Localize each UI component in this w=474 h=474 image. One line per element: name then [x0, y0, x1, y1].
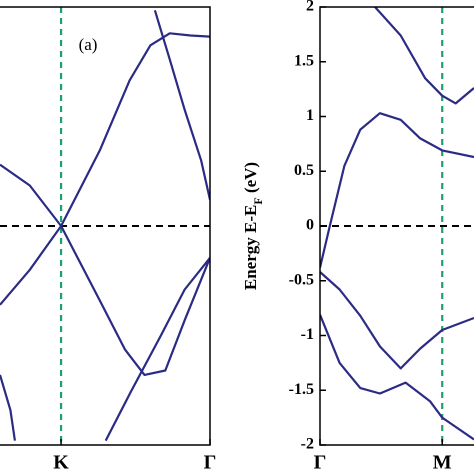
band-line	[320, 112, 474, 268]
band-line	[0, 163, 210, 376]
x-tick-label: Γ	[204, 452, 217, 474]
band-line	[320, 271, 474, 370]
y-tick-label: 0.5	[294, 162, 314, 179]
band-line	[320, 314, 474, 441]
plot-area	[0, 7, 210, 445]
band-line	[153, 9, 210, 200]
y-axis-label: Energy E-EF (eV)	[241, 162, 265, 290]
y-tick-label: -1	[301, 326, 314, 343]
band-line	[0, 32, 210, 306]
panel-label: (a)	[79, 35, 98, 54]
y-axis-label-main: Energy E-E	[241, 205, 260, 290]
y-axis-label-unit: (eV)	[241, 162, 260, 197]
x-tick-label: K	[53, 452, 69, 474]
y-tick-label: -0.5	[289, 271, 314, 288]
x-tick-label: Γ	[314, 452, 327, 474]
x-tick-label: M	[433, 452, 452, 474]
plot-frame	[0, 6, 211, 446]
y-tick-label: -2	[301, 436, 314, 453]
y-tick-label: 1	[306, 107, 314, 124]
y-tick-label: 0	[306, 217, 314, 234]
y-tick-label: -1.5	[289, 381, 314, 398]
band-line	[374, 7, 474, 105]
y-tick-label: 1.5	[294, 52, 314, 69]
band-line	[104, 257, 210, 442]
y-axis-label-sub: F	[251, 197, 265, 204]
band-line	[0, 374, 16, 441]
y-tick-label: 2	[306, 0, 314, 15]
plot-area	[320, 7, 474, 445]
